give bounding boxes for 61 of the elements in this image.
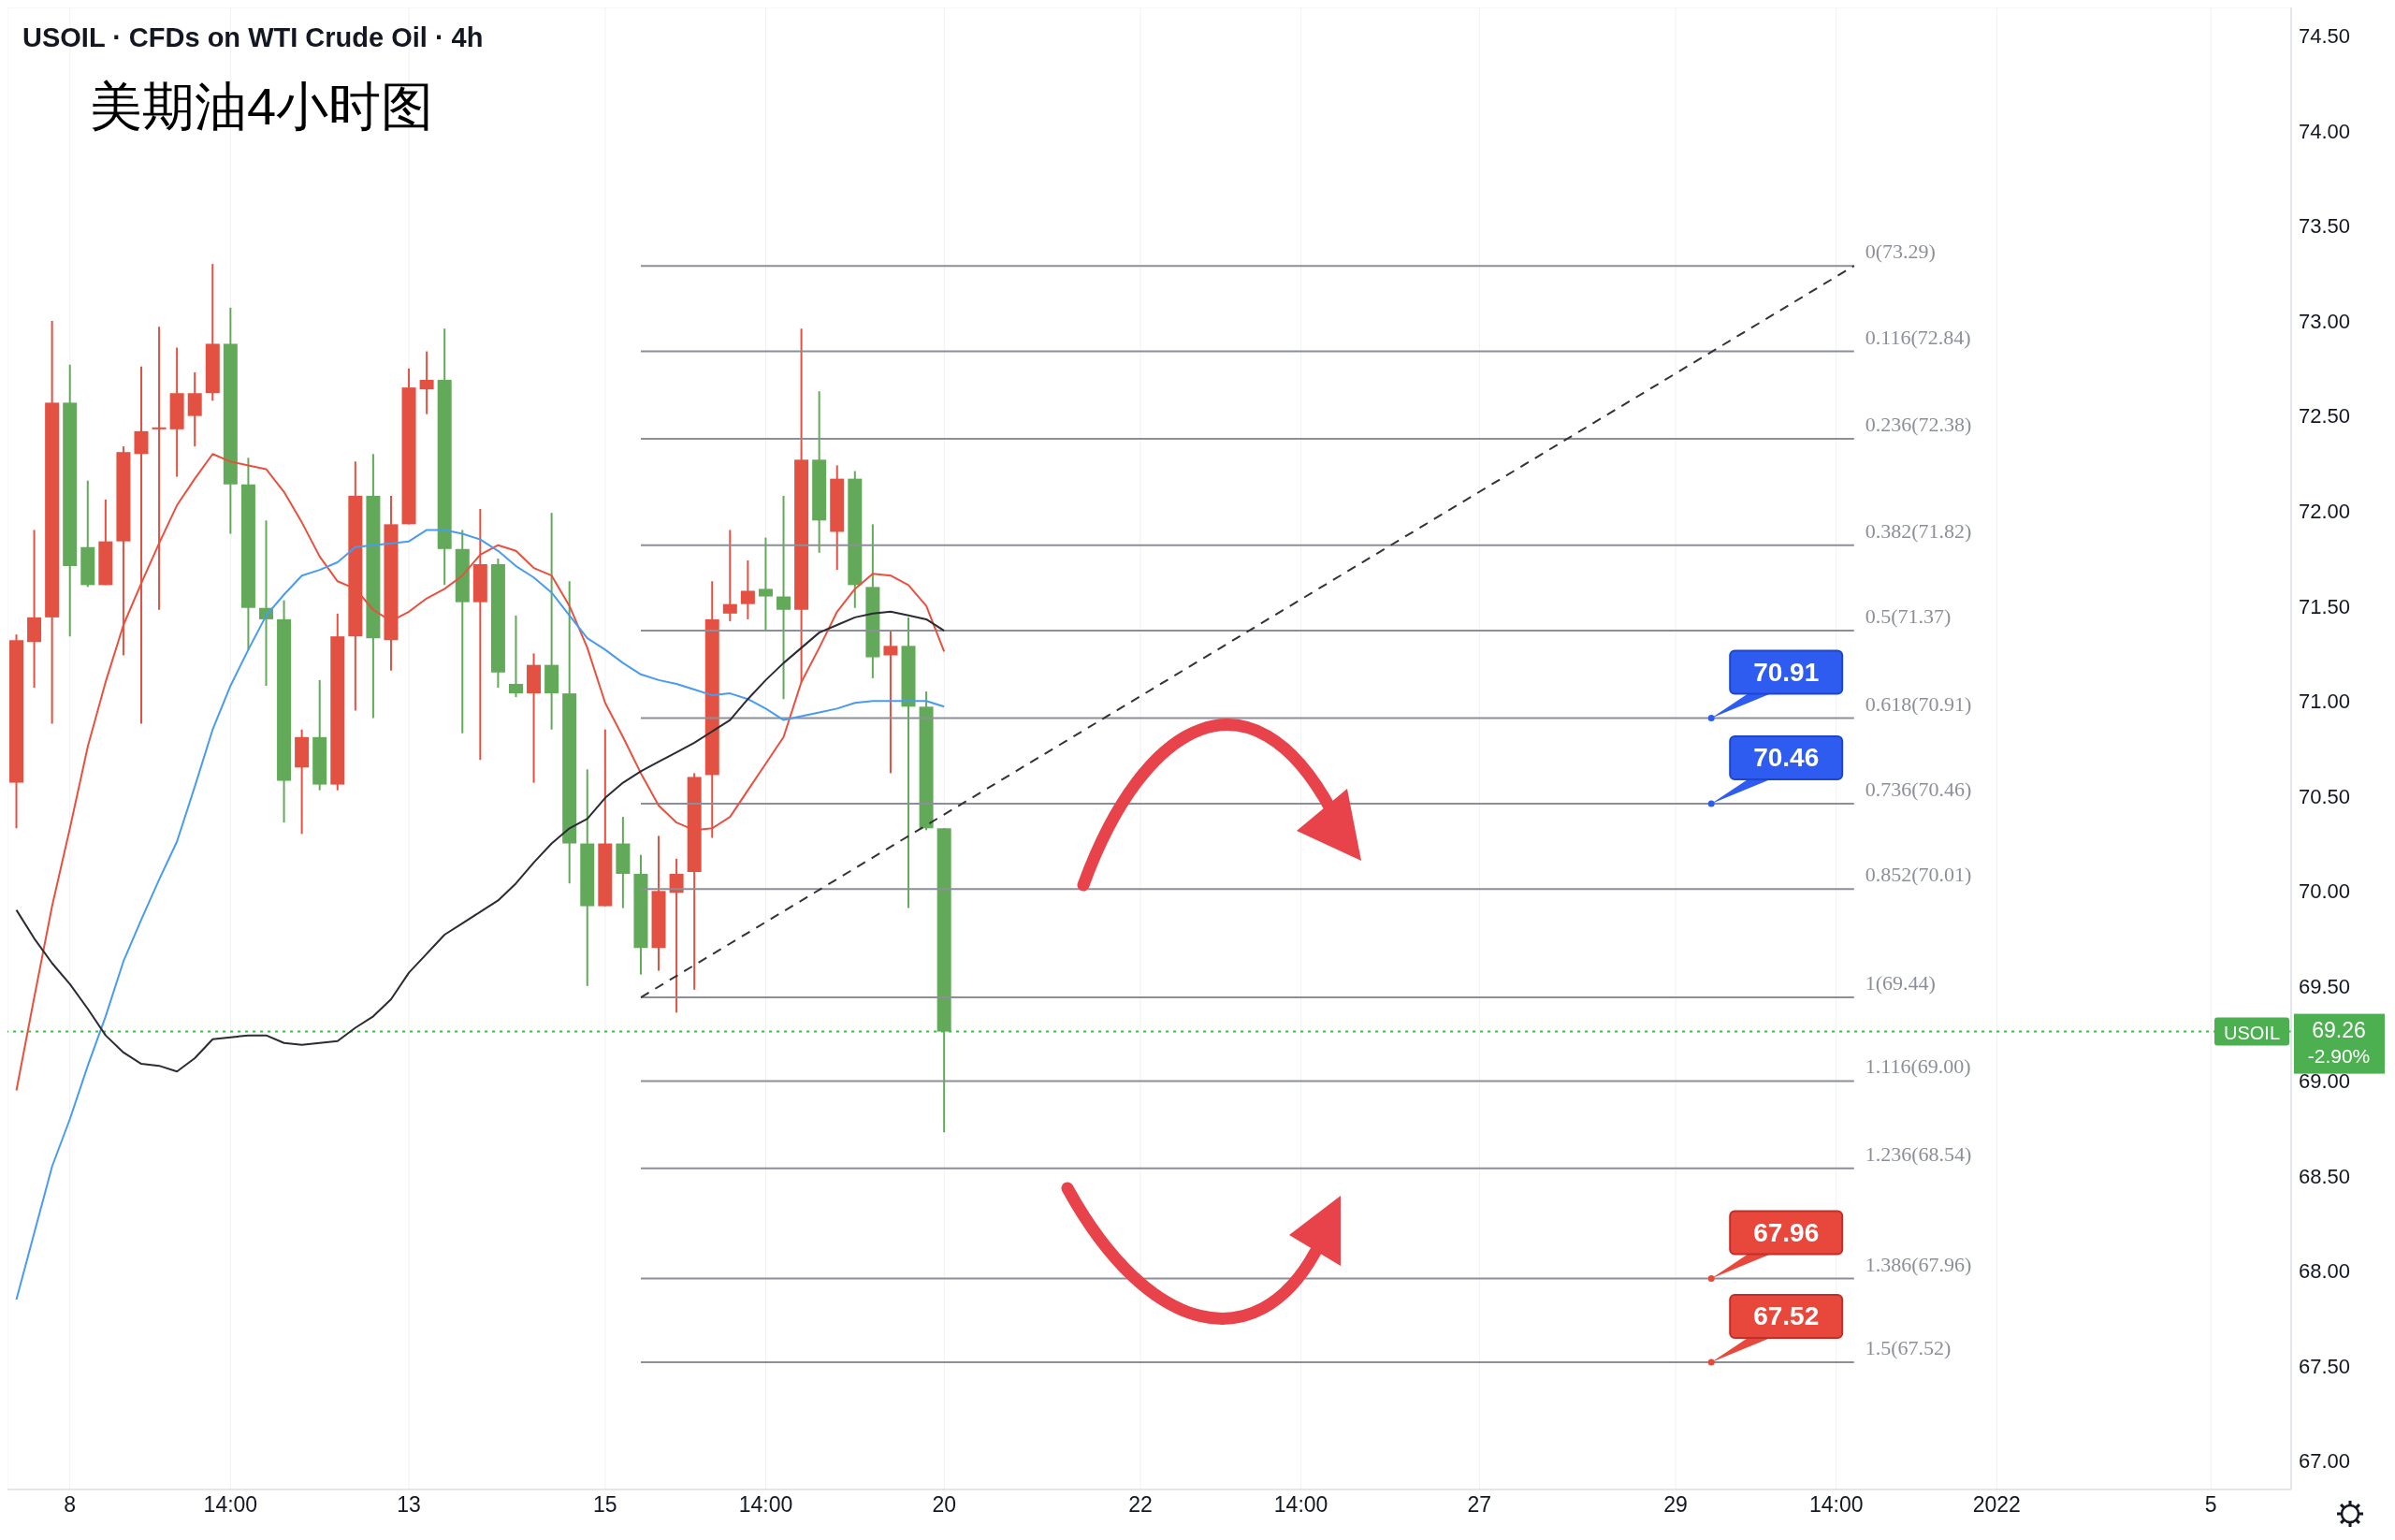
y-tick-label: 72.00 bbox=[2299, 499, 2351, 523]
annotation: 67.52 bbox=[1753, 1300, 1820, 1330]
candlestick bbox=[722, 529, 737, 622]
y-tick-label: 71.50 bbox=[2299, 594, 2351, 618]
y-tick-label: 67.00 bbox=[2299, 1449, 2351, 1474]
ref-line-label: 0(73.29) bbox=[1865, 240, 1936, 264]
y-tick-label: 69.00 bbox=[2299, 1069, 2351, 1094]
ref-line-label: 0.618(70.91) bbox=[1865, 691, 1972, 716]
ref-line-label: 1.386(67.96) bbox=[1865, 1252, 1972, 1276]
ref-line-label: 0.736(70.46) bbox=[1865, 777, 1972, 801]
x-tick-label: 14:00 bbox=[203, 1492, 258, 1518]
candlestick bbox=[883, 630, 898, 775]
annotation: 70.46 bbox=[1753, 742, 1820, 772]
y-tick-label: 73.00 bbox=[2299, 309, 2351, 333]
ref-line-label: 1(69.44) bbox=[1865, 971, 1936, 995]
y-tick-label: 73.50 bbox=[2299, 214, 2351, 239]
candlestick bbox=[419, 350, 434, 415]
ref-line-label: 1.5(67.52) bbox=[1865, 1335, 1952, 1359]
text: 69.26 bbox=[2312, 1017, 2366, 1042]
ref-line-label: 0.116(72.84) bbox=[1865, 325, 1971, 349]
x-tick-label: 2022 bbox=[1972, 1492, 2021, 1518]
ref-line-label: USOIL bbox=[2223, 1022, 2281, 1043]
x-tick-label: 14:00 bbox=[1273, 1492, 1328, 1518]
x-tick-label: 5 bbox=[2204, 1492, 2217, 1518]
x-tick-label: 29 bbox=[1663, 1492, 1688, 1518]
y-tick-label: 72.50 bbox=[2299, 404, 2351, 429]
y-tick-label: 70.50 bbox=[2299, 784, 2351, 808]
annotation: 67.96 bbox=[1753, 1217, 1820, 1247]
candlestick bbox=[544, 512, 559, 731]
line-series bbox=[15, 529, 946, 1300]
y-tick-label: 74.50 bbox=[2299, 24, 2351, 49]
annotation: 70.91 bbox=[1753, 657, 1820, 687]
ref-line-label: 0.236(72.38) bbox=[1865, 412, 1972, 436]
x-tick-label: 13 bbox=[397, 1492, 421, 1518]
ref-line-label: 1.236(68.54) bbox=[1865, 1141, 1972, 1166]
ref-line-label: 0.382(71.82) bbox=[1865, 518, 1972, 543]
ref-line-label: 0.5(71.37) bbox=[1865, 604, 1952, 629]
y-tick-label: 74.00 bbox=[2299, 119, 2351, 143]
x-tick-label: 15 bbox=[593, 1492, 617, 1518]
x-tick-label: 14:00 bbox=[1808, 1492, 1864, 1518]
y-tick-label: 67.50 bbox=[2299, 1354, 2351, 1378]
text: 美期油4小时图 bbox=[90, 77, 434, 136]
x-tick-label: 8 bbox=[64, 1492, 77, 1518]
x-tick-label: 20 bbox=[932, 1492, 956, 1518]
y-tick-label: 68.00 bbox=[2299, 1259, 2351, 1284]
y-tick-label: 69.50 bbox=[2299, 974, 2351, 998]
line-series bbox=[15, 610, 946, 1073]
y-tick-label: 68.50 bbox=[2299, 1164, 2351, 1188]
candlestick bbox=[777, 494, 791, 701]
x-tick-label: 27 bbox=[1467, 1492, 1492, 1518]
candlestick bbox=[740, 559, 755, 620]
y-tick-label: 71.00 bbox=[2299, 690, 2351, 714]
x-tick-label: 14:00 bbox=[738, 1492, 793, 1518]
text: USOIL · CFDs on WTI Crude Oil · 4h bbox=[22, 22, 484, 52]
y-tick-label: 70.00 bbox=[2299, 879, 2351, 904]
ref-line-label: 1.116(69.00) bbox=[1865, 1054, 1971, 1079]
candlestick bbox=[758, 536, 773, 632]
x-tick-label: 22 bbox=[1128, 1492, 1153, 1518]
text: -2.90% bbox=[2307, 1044, 2371, 1067]
ref-line-label: 0.852(70.01) bbox=[1865, 863, 1972, 887]
candlestick bbox=[508, 614, 523, 699]
